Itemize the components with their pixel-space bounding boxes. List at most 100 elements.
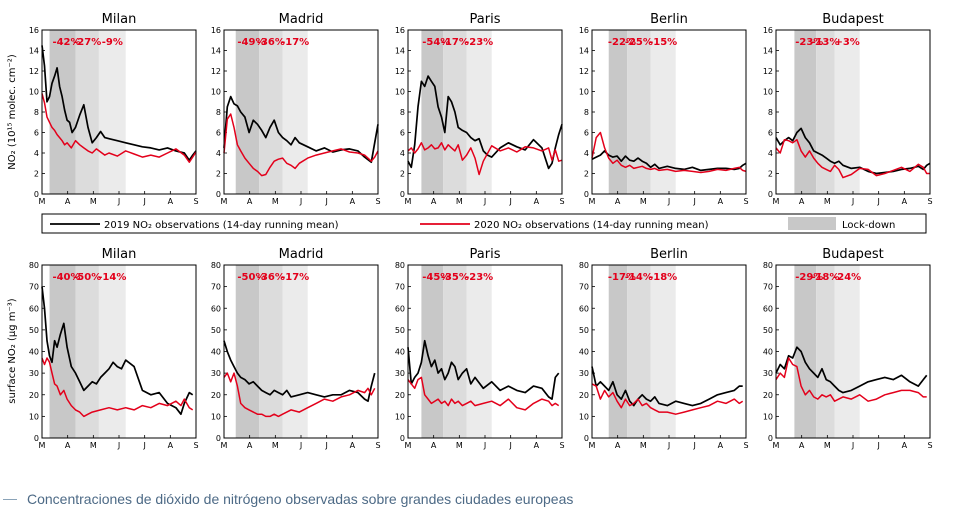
x-tick-label: S [193, 441, 198, 450]
x-tick-label: M [90, 441, 97, 450]
legend: 2019 NO₂ observations (14-day running me… [41, 213, 927, 234]
y-tick-label: 12 [211, 67, 221, 76]
x-tick-label: A [718, 197, 724, 206]
x-tick-label: M [405, 441, 412, 450]
plot-frame [407, 29, 563, 195]
y-tick-label: 8 [400, 108, 405, 117]
lockdown-shade [794, 30, 817, 194]
percent-change-label: -17% [281, 37, 309, 48]
y-tick-label: 80 [29, 261, 39, 270]
lockdown-shade [421, 265, 444, 438]
x-tick-label: M [824, 197, 831, 206]
series-line-2020 [41, 357, 194, 418]
y-tick-label: 6 [584, 129, 589, 138]
panel-title: Paris [470, 247, 501, 262]
percent-change-label: -15% [649, 37, 677, 48]
x-tick-label: J [508, 441, 511, 450]
series-line-2020 [775, 138, 930, 179]
lockdown-shade [75, 30, 99, 194]
x-tick-label: M [221, 441, 228, 450]
percent-change-label: -25% [625, 37, 653, 48]
lockdown-shade [608, 30, 628, 194]
x-tick-label: A [615, 197, 621, 206]
lockdown-shade [816, 30, 835, 194]
lockdown-shade [834, 265, 860, 438]
panel-title: Budapest [822, 12, 884, 27]
y-tick-label: 80 [763, 261, 773, 270]
y-tick-label: 50 [763, 326, 773, 335]
series-line-2020 [407, 142, 563, 176]
x-tick-label: J [117, 441, 120, 450]
panel-bottom-madrid: Madrid 0 10 20 30 40 50 60 70 80 M A M J J A S -50%-36%-1… [211, 247, 381, 450]
lockdown-shade [282, 30, 308, 194]
y-tick-label: 10 [211, 412, 221, 421]
percent-change-label: -23% [465, 37, 493, 48]
x-tick-label: A [534, 197, 540, 206]
x-tick-label: M [640, 197, 647, 206]
caption-dash [3, 499, 17, 500]
x-tick-label: A [534, 441, 540, 450]
legend-label-lockdown: Lock-down [842, 220, 895, 231]
lockdown-shade [794, 265, 817, 438]
y-tick-label: 50 [579, 326, 589, 335]
series-line-2019 [591, 150, 747, 172]
y-tick-label: 70 [763, 283, 773, 292]
percent-change-label: -18% [811, 272, 839, 283]
panel-title: Budapest [822, 247, 884, 262]
x-tick-label: J [142, 197, 145, 206]
panel-title: Milan [102, 12, 137, 27]
y-tick-label: 12 [763, 67, 773, 76]
x-tick-label: S [193, 197, 198, 206]
y-tick-label: 50 [211, 326, 221, 335]
percent-change-label: -14% [625, 272, 653, 283]
y-tick-label: 0 [400, 190, 405, 199]
percent-change-label: -49% [237, 37, 265, 48]
percent-change-label: -29% [795, 272, 823, 283]
y-tick-label: 4 [584, 149, 589, 158]
percent-change-label: -13% [811, 37, 839, 48]
x-tick-label: A [65, 441, 71, 450]
series-line-2020 [407, 376, 560, 411]
y-tick-label: 30 [29, 369, 39, 378]
no2-small-multiples-figure: Milan 0 2 4 6 8 10 12 14 16 M A M J J A S -42%-27% -9% NO₂ … [7, 12, 933, 450]
series-line-2019 [223, 340, 376, 403]
lockdown-shade [98, 30, 126, 194]
y-tick-label: 0 [34, 434, 39, 443]
percent-change-label: -40% [52, 272, 80, 283]
y-tick-label: 14 [211, 47, 221, 56]
percent-change-label: -9% [102, 37, 123, 48]
y-tick-label: 16 [29, 26, 39, 35]
percent-change-label: -45% [422, 272, 450, 283]
x-tick-label: M [39, 197, 46, 206]
y-tick-label: 60 [211, 304, 221, 313]
lockdown-shade [466, 265, 492, 438]
series-line-2020 [41, 93, 197, 163]
y-tick-label: 12 [395, 67, 405, 76]
y-tick-label: 14 [29, 47, 39, 56]
x-tick-label: A [350, 441, 356, 450]
x-tick-label: M [272, 441, 279, 450]
panel-bottom-paris: Paris 0 10 20 30 40 50 60 70 80 M A M J J A S -45%-35%-23… [395, 247, 565, 450]
percent-change-label: -42% [52, 37, 80, 48]
y-tick-label: 2 [216, 170, 221, 179]
lockdown-shade [443, 265, 467, 438]
panel-bottom-budapest: Budapest 0 10 20 30 40 50 60 70 80 M A M J J A S -29%-18%… [763, 247, 933, 450]
y-tick-label: 14 [763, 47, 773, 56]
y-tick-label: 2 [34, 170, 39, 179]
y-tick-label: 0 [584, 434, 589, 443]
panel-bottom-berlin: Berlin 0 10 20 30 40 50 60 70 80 M A M J J A S -17%-14%-1… [579, 247, 749, 450]
y-tick-label: 0 [34, 190, 39, 199]
y-tick-label: 70 [29, 283, 39, 292]
x-tick-label: S [375, 197, 380, 206]
y-tick-label: 2 [584, 170, 589, 179]
x-tick-label: A [65, 197, 71, 206]
percent-change-label: +3% [834, 37, 859, 48]
lockdown-shade [608, 265, 628, 438]
y-tick-label: 0 [400, 434, 405, 443]
legend-frame [41, 213, 927, 234]
panel-top-berlin: Berlin 0 2 4 6 8 10 12 14 16 M A M J J A S -22%-25%-15% [579, 12, 749, 206]
y-tick-label: 80 [395, 261, 405, 270]
percent-change-label: -18% [649, 272, 677, 283]
percent-change-label: -24% [833, 272, 861, 283]
lockdown-shade [627, 265, 651, 438]
